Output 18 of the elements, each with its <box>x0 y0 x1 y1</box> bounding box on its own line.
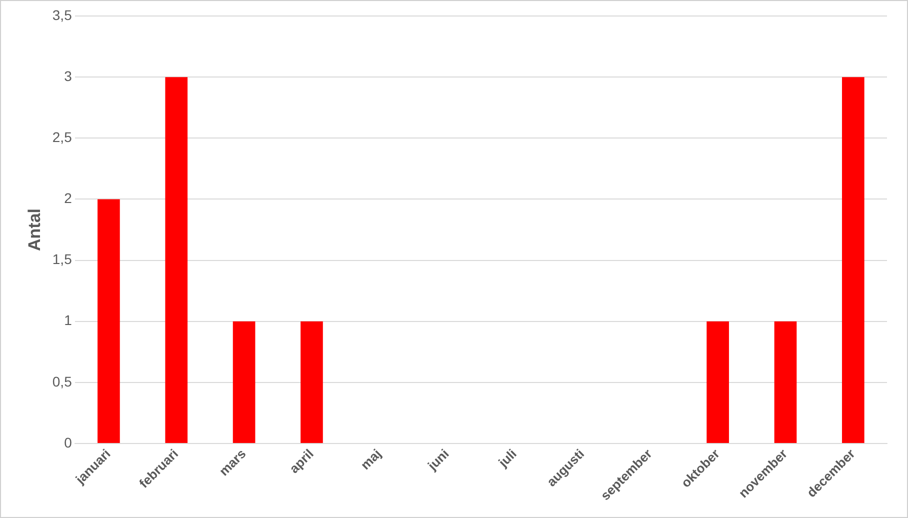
y-tick-label: 0,5 <box>52 373 72 390</box>
bar <box>842 77 864 443</box>
bar <box>232 321 256 443</box>
x-tick-label: maj <box>358 446 384 472</box>
bar <box>98 199 120 443</box>
y-tick-label: 2 <box>64 190 72 206</box>
bar <box>165 77 188 443</box>
y-tick-label: 2,5 <box>52 128 72 145</box>
bar <box>300 321 323 443</box>
x-tick-label: juli <box>494 446 520 471</box>
bar <box>774 321 797 443</box>
bar <box>706 321 729 443</box>
y-tick-label: 3 <box>64 68 72 84</box>
y-tick-label: 0 <box>64 434 72 450</box>
y-axis-title: Antal <box>24 208 44 251</box>
y-tick-label: 1 <box>64 312 72 328</box>
y-tick-label: 1,5 <box>52 251 72 268</box>
y-tick-label: 3,5 <box>52 6 72 23</box>
